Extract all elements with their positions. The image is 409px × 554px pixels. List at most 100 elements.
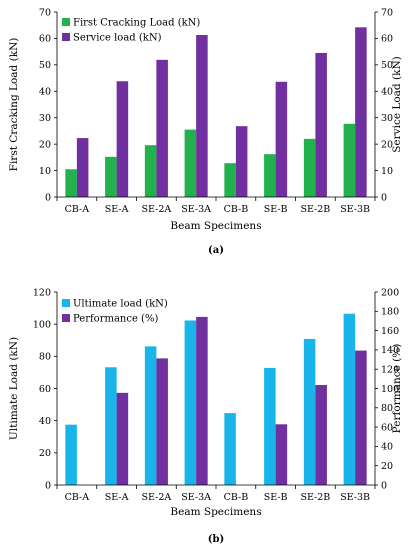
x-tick-label-se-3a: SE-3A bbox=[181, 204, 211, 215]
left-tick-label: 10 bbox=[39, 166, 51, 177]
bar-series2-se-b bbox=[275, 424, 288, 485]
x-tick-label-se-2b: SE-2B bbox=[300, 492, 330, 503]
legend-label-2: Service load (kN) bbox=[73, 33, 162, 44]
x-tick-label-cb-b: CB-B bbox=[224, 492, 249, 503]
right-tick-label: 200 bbox=[381, 287, 399, 298]
x-tick-label-se-b: SE-B bbox=[264, 492, 288, 503]
right-tick-label: 140 bbox=[381, 345, 399, 356]
right-tick-label: 180 bbox=[381, 307, 399, 318]
x-axis-title: Beam Specimens bbox=[170, 506, 261, 518]
left-tick-label: 20 bbox=[39, 139, 51, 150]
bar-series1-se-2a bbox=[144, 346, 157, 485]
bar-series2-se-b bbox=[275, 81, 288, 197]
bar-series1-se-b bbox=[264, 154, 276, 197]
bar-series1-se-a bbox=[105, 156, 117, 197]
bar-series1-cb-b bbox=[224, 413, 236, 485]
bar-series1-se-b bbox=[264, 367, 276, 485]
legend-label-1: First Cracking Load (kN) bbox=[73, 18, 200, 29]
bar-series2-se-2a bbox=[156, 59, 168, 198]
right-axis-title: Service Load (kN) bbox=[391, 56, 403, 153]
right-tick-label: 40 bbox=[381, 442, 393, 453]
legend-swatch-2 bbox=[62, 33, 70, 41]
bar-series2-se-3a bbox=[196, 34, 208, 197]
left-tick-label: 120 bbox=[33, 287, 51, 298]
right-tick-label: 30 bbox=[381, 113, 393, 124]
left-tick-label: 80 bbox=[39, 352, 51, 363]
right-axis-title: Performance (%) bbox=[391, 344, 403, 434]
legend-label-2: Performance (%) bbox=[73, 314, 158, 325]
panel-label: (b) bbox=[208, 534, 224, 545]
x-axis-title: Beam Specimens bbox=[170, 220, 261, 232]
bar-series1-se-a bbox=[105, 367, 117, 485]
panel-label: (a) bbox=[208, 245, 224, 256]
left-tick-label: 40 bbox=[39, 416, 51, 427]
right-tick-label: 60 bbox=[381, 422, 393, 433]
bar-series2-se-3b bbox=[355, 350, 367, 485]
legend-swatch-1 bbox=[62, 299, 70, 307]
right-tick-label: 0 bbox=[381, 480, 387, 491]
right-tick-label: 20 bbox=[381, 139, 393, 150]
left-tick-label: 40 bbox=[39, 87, 51, 98]
right-tick-label: 0 bbox=[381, 192, 387, 203]
right-tick-label: 100 bbox=[381, 384, 399, 395]
bar-series2-se-3a bbox=[196, 316, 208, 485]
x-tick-label-cb-b: CB-B bbox=[224, 204, 249, 215]
x-tick-label-se-2b: SE-2B bbox=[300, 204, 330, 215]
legend-swatch-2 bbox=[62, 314, 70, 322]
right-tick-label: 160 bbox=[381, 326, 399, 337]
right-tick-label: 10 bbox=[381, 166, 393, 177]
x-tick-label-se-3b: SE-3B bbox=[340, 492, 370, 503]
legend-swatch-1 bbox=[62, 18, 70, 26]
right-tick-label: 40 bbox=[381, 87, 393, 98]
x-tick-label-se-3b: SE-3B bbox=[340, 204, 370, 215]
right-tick-label: 120 bbox=[381, 365, 399, 376]
x-tick-label-se-a: SE-A bbox=[105, 492, 129, 503]
x-tick-label-se-b: SE-B bbox=[264, 204, 288, 215]
left-axis-title: First Cracking Load (kN) bbox=[8, 38, 20, 172]
x-tick-label-se-2a: SE-2A bbox=[142, 204, 172, 215]
bar-series2-se-2b bbox=[315, 385, 327, 485]
bar-series2-se-2b bbox=[315, 52, 327, 198]
left-tick-label: 0 bbox=[45, 480, 51, 491]
left-tick-label: 50 bbox=[39, 60, 51, 71]
bar-series1-se-3a bbox=[184, 320, 197, 485]
bar-series1-cb-b bbox=[224, 163, 236, 197]
bar-series1-cb-a bbox=[65, 169, 77, 197]
bar-series2-se-a bbox=[116, 392, 129, 485]
right-tick-label: 50 bbox=[381, 60, 393, 71]
bar-series2-cb-a bbox=[76, 138, 89, 197]
left-tick-label: 20 bbox=[39, 448, 51, 459]
bar-series2-se-a bbox=[116, 81, 129, 197]
right-tick-label: 70 bbox=[381, 7, 393, 18]
x-tick-label-cb-a: CB-A bbox=[65, 204, 90, 215]
chart-panel-a: 0 10 20 30 40 50 60 70 0 10 20 30 40 50 60 70 CB-A SE-A SE… bbox=[8, 7, 403, 256]
bar-series1-se-3b bbox=[343, 313, 356, 485]
bar-series2-se-3b bbox=[355, 27, 367, 197]
chart-panel-b: 0 20 40 60 80 100 120 0 20 40 60 80 100 120 140 160 180 2… bbox=[8, 287, 403, 545]
bar-series1-cb-a bbox=[65, 424, 77, 485]
x-tick-label-se-a: SE-A bbox=[105, 204, 129, 215]
bar-series2-cb-b bbox=[235, 126, 248, 197]
bar-series1-se-3b bbox=[343, 123, 356, 197]
left-axis-title: Ultimate Load (kN) bbox=[8, 337, 20, 440]
left-tick-label: 30 bbox=[39, 113, 51, 124]
x-tick-label-se-3a: SE-3A bbox=[181, 492, 211, 503]
left-tick-label: 60 bbox=[39, 384, 51, 395]
left-tick-label: 0 bbox=[45, 192, 51, 203]
left-tick-label: 100 bbox=[33, 319, 51, 330]
left-tick-label: 70 bbox=[39, 7, 51, 18]
bar-series1-se-2b bbox=[303, 138, 316, 197]
x-tick-label-cb-a: CB-A bbox=[65, 492, 90, 503]
bar-series1-se-2a bbox=[144, 145, 157, 197]
right-tick-label: 60 bbox=[381, 34, 393, 45]
legend-label-1: Ultimate load (kN) bbox=[73, 299, 168, 310]
x-tick-label-se-2a: SE-2A bbox=[142, 492, 172, 503]
bar-series2-se-2a bbox=[156, 358, 168, 485]
left-tick-label: 60 bbox=[39, 34, 51, 45]
bar-series1-se-3a bbox=[184, 129, 197, 197]
right-tick-label: 20 bbox=[381, 461, 393, 472]
bar-series1-se-2b bbox=[303, 338, 316, 485]
right-tick-label: 80 bbox=[381, 403, 393, 414]
